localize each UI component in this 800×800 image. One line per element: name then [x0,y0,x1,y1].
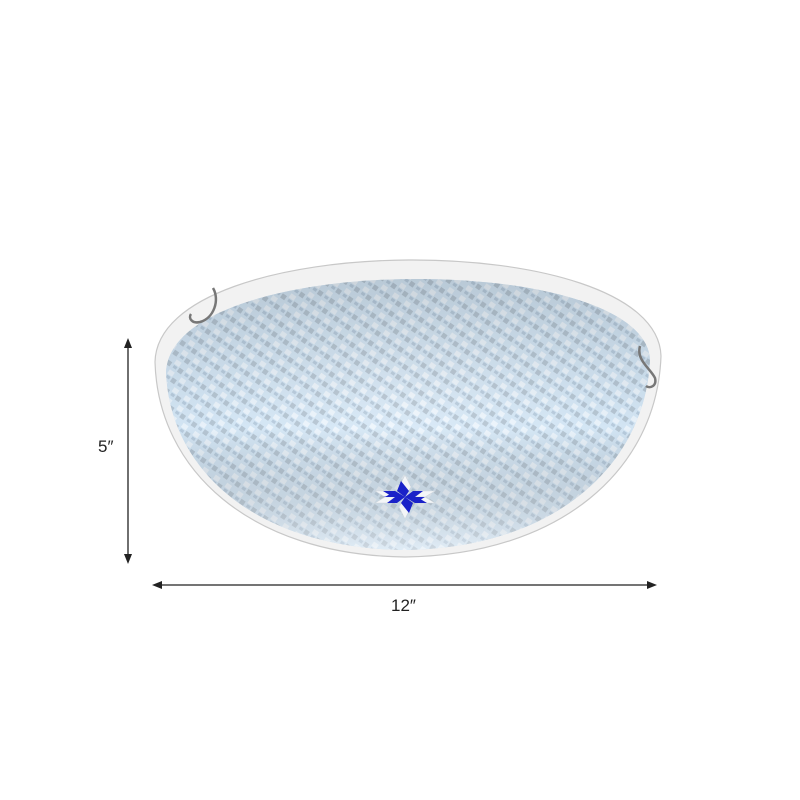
star-motif [373,474,437,520]
height-label: 5″ [98,437,114,456]
mounting-clip-left [188,287,218,324]
mounting-clip-right [638,345,657,389]
width-label: 12″ [391,596,416,615]
height-dimension-arrow [124,338,132,564]
width-dimension-arrow [152,581,657,589]
